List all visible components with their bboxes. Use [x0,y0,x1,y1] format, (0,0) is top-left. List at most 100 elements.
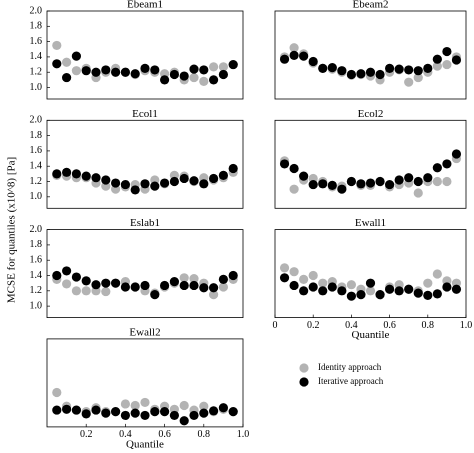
point [318,286,328,296]
point [81,66,91,76]
point [299,51,309,61]
panel-title: Ewall2 [129,326,160,338]
point [81,286,91,296]
point [199,283,209,293]
series [279,149,462,194]
x-axis-label: Quantile [352,329,390,341]
point [71,286,81,296]
point [228,59,238,70]
point [218,274,228,284]
point [169,176,179,187]
point [318,179,328,189]
point [71,272,81,282]
x-tick-label: 0.8 [422,320,435,331]
y-tick-label: 1.8 [30,130,43,141]
x-tick-label: 0.4 [119,429,132,440]
x-tick-label: 0.2 [307,320,320,331]
legend-label: Iterative approach [318,376,384,386]
point [308,282,318,292]
point [52,270,62,281]
point [52,169,62,179]
y-tick-label: 2.0 [30,115,43,126]
point [279,159,290,169]
point [189,176,199,186]
point [375,176,385,187]
point [209,75,219,85]
point [111,178,121,188]
point [365,278,376,288]
point [432,269,442,279]
point [179,71,189,81]
point [120,282,130,292]
point [423,63,433,73]
point [169,69,179,80]
point [111,406,121,417]
point [179,273,189,283]
panel-title: Eslab1 [130,217,160,229]
point [130,69,140,79]
x-tick-label: 0.6 [158,429,171,440]
point [199,179,209,189]
point [71,405,81,415]
y-tick-label: 1.0 [30,82,43,93]
point [299,171,309,181]
legend-marker [299,363,309,373]
point [52,405,62,415]
point [375,69,385,80]
y-tick-label: 1.6 [30,145,43,156]
point [279,54,290,64]
legend-label: Identity approach [318,362,382,372]
point [71,169,81,179]
point [169,410,179,421]
point [160,280,170,291]
y-tick-label: 2.0 [30,5,43,16]
point [209,406,219,416]
series [279,273,462,301]
point [356,69,366,79]
y-tick-label: 1.2 [30,67,43,78]
point [365,178,376,188]
point [318,63,328,73]
point [150,181,160,191]
point [404,77,414,87]
plot-frame [46,229,244,319]
panel-title: Ecol2 [358,108,384,120]
point [150,406,160,417]
point [52,59,62,69]
point [218,282,228,292]
point [199,408,209,418]
point [365,286,376,296]
point [385,63,395,73]
x-tick-label: 0.2 [80,429,93,440]
point [299,274,309,284]
series [52,266,238,300]
point [140,179,150,189]
point [179,280,189,291]
point [150,65,160,75]
point [413,176,423,187]
point [120,399,130,409]
y-tick-label: 1.2 [30,285,43,296]
point [52,387,62,398]
point [375,290,385,300]
point [189,64,199,74]
panel-title: Ewall1 [355,217,386,229]
point [130,408,140,418]
point [451,149,462,159]
x-tick-label: 0.4 [345,320,358,331]
y-tick-label: 1.8 [30,239,43,250]
point [140,280,150,291]
point [432,54,442,64]
point [413,288,423,298]
point [385,284,395,294]
point [451,55,462,65]
point [308,56,318,67]
plot-frame [46,10,244,100]
y-axis-label: MCSE for quantiles (x10^8) [Pa] [6,157,18,303]
point [356,179,366,189]
point [91,280,101,290]
y-tick-label: 1.6 [30,255,43,266]
x-tick-label: 1.0 [460,320,473,331]
plot-frame [274,229,467,319]
